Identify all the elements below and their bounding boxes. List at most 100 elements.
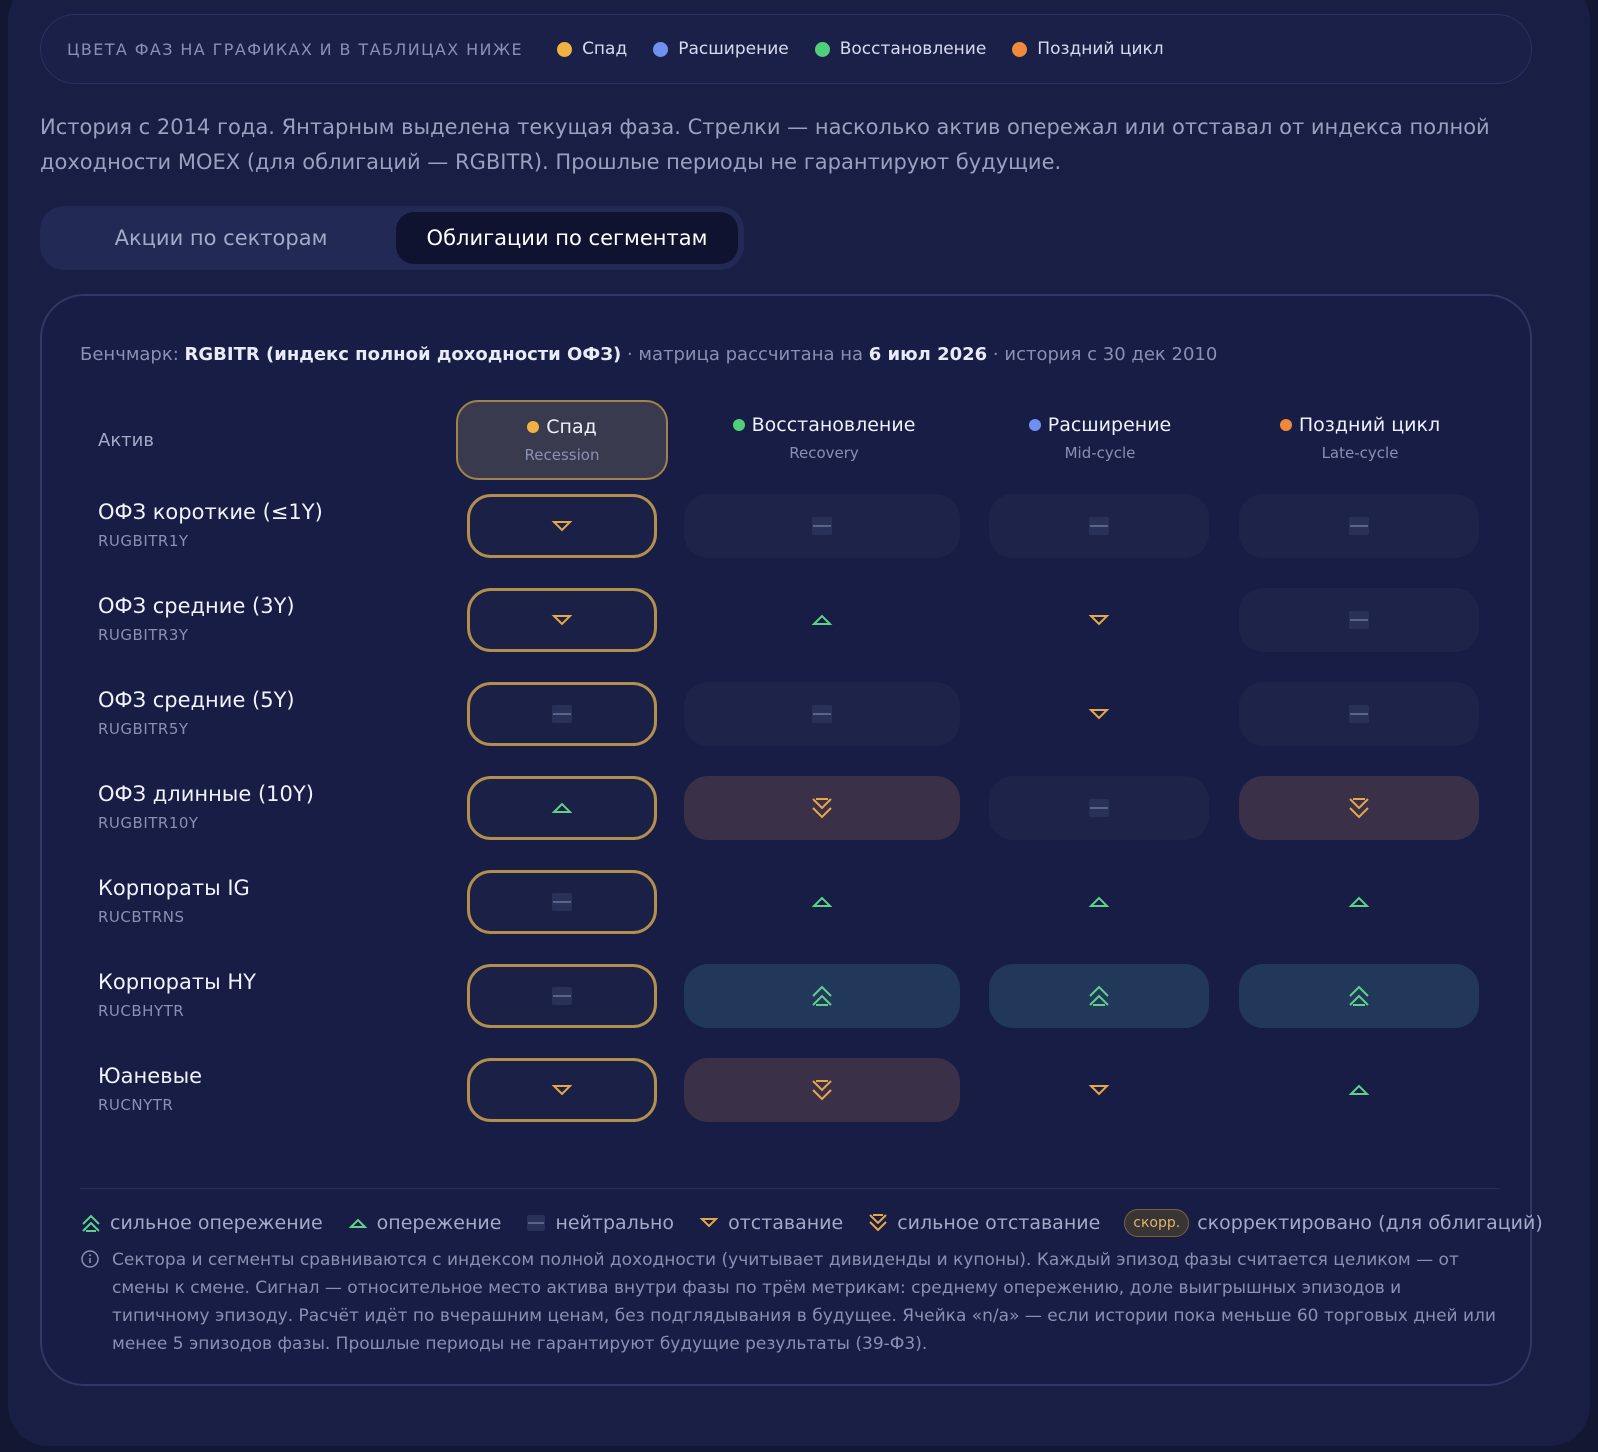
history-text: · история с 30 дек 2010 <box>987 344 1218 365</box>
strong-underperform-icon <box>809 1077 835 1103</box>
benchmark-label: Бенчмарк: <box>80 344 179 365</box>
signal-cell-late-cycle <box>1239 870 1479 934</box>
phase-dot-icon <box>732 419 745 431</box>
underperform-icon <box>1086 607 1112 633</box>
phase-legend-expansion: Расширение <box>653 39 789 59</box>
underperform-icon <box>549 513 575 539</box>
signal-cell-recovery <box>684 964 960 1028</box>
legend-strong-up: сильное опережение <box>80 1212 323 1234</box>
signal-cell-mid-cycle <box>989 776 1209 840</box>
strong-up-icon <box>82 1214 100 1232</box>
asset-row-label: Корпораты IG RUCBTRNS <box>98 876 250 926</box>
neutral-icon <box>549 701 575 727</box>
tab-bonds-by-segment[interactable]: Облигации по сегментам <box>396 212 738 264</box>
legend-label: скорректировано (для облигаций) <box>1197 1212 1543 1234</box>
underperform-icon <box>549 1077 575 1103</box>
benchmark-name: RGBITR (индекс полной доходности ОФЗ) <box>184 344 622 365</box>
benchmark-line: Бенчмарк: RGBITR (индекс полной доходнос… <box>80 344 1217 365</box>
phase-name: Восстановление <box>686 414 962 436</box>
asset-row-label: Корпораты HY RUCBHYTR <box>98 970 256 1020</box>
asset-name: ОФЗ длинные (10Y) <box>98 782 314 806</box>
phase-label: Поздний цикл <box>1298 414 1441 436</box>
signal-cell-recession <box>467 964 657 1028</box>
signal-cell-recession <box>467 682 657 746</box>
signal-cell-recession <box>467 776 657 840</box>
asset-row-label: Юаневые RUCNYTR <box>98 1064 202 1114</box>
phase-name: Спад <box>458 416 666 438</box>
asset-ticker: RUGBITR1Y <box>98 532 189 550</box>
legend-down: отставание <box>698 1212 843 1234</box>
asset-name: ОФЗ средние (3Y) <box>98 594 295 618</box>
strong-outperform-icon <box>1086 983 1112 1009</box>
signal-cell-mid-cycle <box>989 964 1209 1028</box>
note-text: Сектора и сегменты сравниваются с индекс… <box>112 1250 1496 1354</box>
neutral-icon <box>809 701 835 727</box>
legend-label: сильное опережение <box>110 1212 323 1234</box>
legend-adjusted: скорр. скорректировано (для облигаций) <box>1124 1209 1543 1237</box>
underperform-icon <box>1086 701 1112 727</box>
underperform-icon <box>1086 1077 1112 1103</box>
calc-text: · матрица рассчитана на <box>621 344 869 365</box>
column-header-late-cycle: Поздний цикл Late-cycle <box>1240 400 1480 480</box>
outperform-icon <box>1086 889 1112 915</box>
strong-underperform-icon <box>809 795 835 821</box>
phase-english: Mid-cycle <box>1064 444 1136 462</box>
phase-label: Расширение <box>1047 414 1172 436</box>
neutral-icon <box>1346 513 1372 539</box>
outperform-icon <box>1346 889 1372 915</box>
phase-legend-recession: Спад <box>557 39 627 59</box>
asset-name: Юаневые <box>98 1064 203 1088</box>
signal-cell-late-cycle <box>1239 682 1479 746</box>
phase-legend-label: Поздний цикл <box>1037 39 1164 59</box>
intro-text: История с 2014 года. Янтарным выделена т… <box>40 115 1490 174</box>
asset-ticker: RUCBTRNS <box>98 908 185 926</box>
phase-dot-icon <box>1279 419 1292 431</box>
signal-cell-recovery <box>684 682 960 746</box>
legend-neutral: нейтрально <box>525 1212 674 1234</box>
asset-ticker: RUCBHYTR <box>98 1002 185 1020</box>
asset-ticker: RUGBITR10Y <box>98 814 199 832</box>
signal-cell-recovery <box>684 588 960 652</box>
legend-label: нейтрально <box>555 1212 675 1234</box>
signal-cell-mid-cycle <box>989 682 1209 746</box>
phase-legend-late-cycle: Поздний цикл <box>1012 39 1164 59</box>
phase-english: Recovery <box>789 444 859 462</box>
asset-row-label: ОФЗ длинные (10Y) RUGBITR10Y <box>98 782 314 832</box>
phase-legend-label: Восстановление <box>839 39 987 59</box>
tab-stocks-by-sector[interactable]: Акции по секторам <box>114 226 328 250</box>
strong-underperform-icon <box>1346 795 1372 821</box>
outperform-icon <box>1346 1077 1372 1103</box>
matrix-card: Бенчмарк: RGBITR (индекс полной доходнос… <box>40 294 1543 1386</box>
underperform-icon <box>549 607 575 633</box>
signal-cell-recession <box>467 1058 657 1122</box>
neutral-icon <box>549 889 575 915</box>
late-cycle-dot-icon <box>1012 41 1028 57</box>
legend-label: сильное отставание <box>897 1212 1101 1234</box>
signal-cell-recovery <box>684 870 960 934</box>
signal-cell-late-cycle <box>1239 588 1479 652</box>
signal-cell-recession <box>467 870 657 934</box>
legend-strong-down: сильное отставание <box>867 1212 1100 1234</box>
neutral-icon <box>809 513 835 539</box>
info-icon <box>81 1250 99 1268</box>
expansion-dot-icon <box>653 41 669 57</box>
signal-cell-mid-cycle <box>989 1058 1209 1122</box>
strong-outperform-icon <box>809 983 835 1009</box>
asset-row-label: ОФЗ короткие (≤1Y) RUGBITR1Y <box>98 500 323 550</box>
calc-date: 6 июл 2026 <box>868 344 988 365</box>
signal-cell-late-cycle <box>1239 776 1479 840</box>
neutral-icon <box>1086 513 1112 539</box>
tab-bar: Акции по секторам Облигации по сегментам <box>40 206 744 270</box>
signal-cell-recovery <box>684 494 960 558</box>
phase-dot-icon <box>527 421 540 433</box>
phase-english: Late-cycle <box>1321 444 1399 462</box>
up-icon <box>348 1218 368 1228</box>
column-header-recession: Спад Recession <box>456 400 668 480</box>
asset-ticker: RUGBITR3Y <box>98 626 189 644</box>
phase-english: Recession <box>524 446 600 464</box>
neutral-icon <box>549 983 575 1009</box>
signal-cell-recession <box>467 588 657 652</box>
phase-dot-icon <box>1028 419 1041 431</box>
signal-legend: сильное опережение опережение нейтрально… <box>80 1188 1543 1237</box>
strong-outperform-icon <box>1346 983 1372 1009</box>
